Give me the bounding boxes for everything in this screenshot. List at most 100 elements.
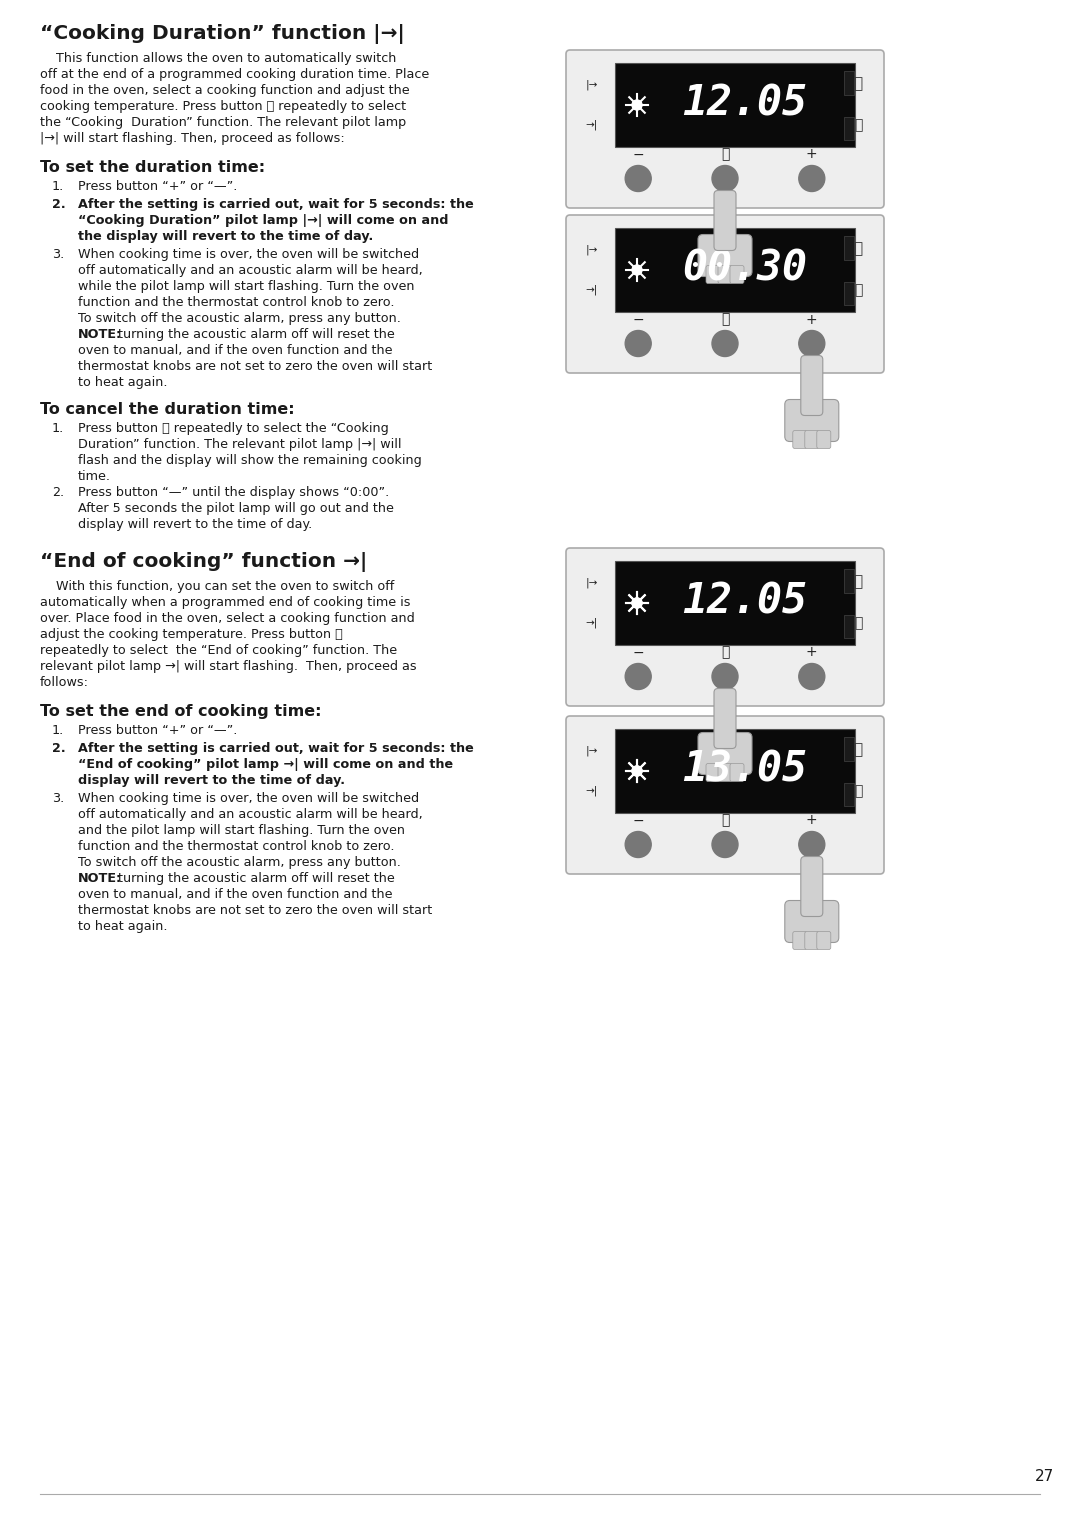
Text: To set the duration time:: To set the duration time: bbox=[40, 159, 265, 175]
Text: 27: 27 bbox=[1036, 1469, 1055, 1485]
FancyBboxPatch shape bbox=[793, 931, 807, 950]
FancyBboxPatch shape bbox=[793, 430, 807, 449]
Text: ⧖: ⧖ bbox=[853, 741, 863, 757]
Bar bbox=[615, 729, 855, 813]
Text: thermostat knobs are not set to zero the oven will start: thermostat knobs are not set to zero the… bbox=[78, 360, 432, 372]
Text: 3.: 3. bbox=[52, 248, 64, 260]
FancyBboxPatch shape bbox=[566, 51, 885, 208]
Bar bbox=[843, 72, 854, 95]
FancyBboxPatch shape bbox=[800, 355, 823, 415]
Text: After 5 seconds the pilot lamp will go out and the: After 5 seconds the pilot lamp will go o… bbox=[78, 502, 394, 515]
Text: turning the acoustic alarm off will reset the: turning the acoustic alarm off will rese… bbox=[114, 328, 395, 342]
Circle shape bbox=[632, 100, 642, 110]
Text: to heat again.: to heat again. bbox=[78, 375, 167, 389]
Text: +: + bbox=[806, 645, 818, 659]
Text: follows:: follows: bbox=[40, 676, 89, 689]
FancyBboxPatch shape bbox=[785, 400, 839, 441]
Text: ⓡ: ⓡ bbox=[720, 813, 729, 827]
Text: ⏰: ⏰ bbox=[854, 784, 862, 798]
Text: function and the thermostat control knob to zero.: function and the thermostat control knob… bbox=[78, 840, 394, 853]
Text: cooking temperature. Press button ⓡ repeatedly to select: cooking temperature. Press button ⓡ repe… bbox=[40, 100, 406, 113]
Text: 13.05: 13.05 bbox=[683, 748, 807, 791]
Text: relevant pilot lamp →| will start flashing.  Then, proceed as: relevant pilot lamp →| will start flashi… bbox=[40, 660, 417, 673]
Text: thermostat knobs are not set to zero the oven will start: thermostat knobs are not set to zero the… bbox=[78, 904, 432, 918]
Circle shape bbox=[632, 265, 642, 276]
Text: Press button ⓡ repeatedly to select the “Cooking: Press button ⓡ repeatedly to select the … bbox=[78, 421, 389, 435]
Circle shape bbox=[625, 663, 651, 689]
Text: “Cooking Duration” pilot lamp |→| will come on and: “Cooking Duration” pilot lamp |→| will c… bbox=[78, 214, 448, 227]
Text: flash and the display will show the remaining cooking: flash and the display will show the rema… bbox=[78, 453, 422, 467]
Text: 00.30: 00.30 bbox=[683, 247, 807, 290]
Text: the display will revert to the time of day.: the display will revert to the time of d… bbox=[78, 230, 374, 244]
Text: adjust the cooking temperature. Press button ⓡ: adjust the cooking temperature. Press bu… bbox=[40, 628, 342, 640]
Bar bbox=[843, 614, 854, 639]
Text: off automatically and an acoustic alarm will be heard,: off automatically and an acoustic alarm … bbox=[78, 807, 422, 821]
Circle shape bbox=[712, 663, 738, 689]
Text: →|: →| bbox=[585, 285, 598, 296]
Bar bbox=[615, 63, 855, 147]
FancyBboxPatch shape bbox=[714, 190, 735, 251]
Text: Press button “—” until the display shows “0:00”.: Press button “—” until the display shows… bbox=[78, 486, 389, 499]
Bar bbox=[843, 116, 854, 141]
Text: to heat again.: to heat again. bbox=[78, 921, 167, 933]
Circle shape bbox=[632, 597, 642, 608]
Text: −: − bbox=[633, 147, 644, 161]
Text: +: + bbox=[806, 313, 818, 326]
Text: off at the end of a programmed cooking duration time. Place: off at the end of a programmed cooking d… bbox=[40, 67, 429, 81]
Text: ⓡ: ⓡ bbox=[720, 645, 729, 659]
Circle shape bbox=[625, 331, 651, 357]
Text: |→: |→ bbox=[585, 578, 598, 588]
Text: |→| will start flashing. Then, proceed as follows:: |→| will start flashing. Then, proceed a… bbox=[40, 132, 345, 146]
Text: ⧖: ⧖ bbox=[853, 573, 863, 588]
Text: display will revert to the time of day.: display will revert to the time of day. bbox=[78, 518, 312, 532]
Text: 12.05: 12.05 bbox=[683, 581, 807, 622]
FancyBboxPatch shape bbox=[718, 763, 732, 781]
Text: ⓡ: ⓡ bbox=[720, 313, 729, 326]
FancyBboxPatch shape bbox=[730, 265, 744, 283]
FancyBboxPatch shape bbox=[730, 763, 744, 781]
Text: ⏰: ⏰ bbox=[854, 118, 862, 132]
Text: 12.05: 12.05 bbox=[683, 83, 807, 124]
Text: “End of cooking” pilot lamp →| will come on and the: “End of cooking” pilot lamp →| will come… bbox=[78, 758, 454, 771]
Text: When cooking time is over, the oven will be switched: When cooking time is over, the oven will… bbox=[78, 792, 419, 804]
Text: With this function, you can set the oven to switch off: With this function, you can set the oven… bbox=[40, 581, 394, 593]
Text: function and the thermostat control knob to zero.: function and the thermostat control knob… bbox=[78, 296, 394, 309]
Text: turning the acoustic alarm off will reset the: turning the acoustic alarm off will rese… bbox=[114, 872, 395, 885]
Text: 1.: 1. bbox=[52, 421, 64, 435]
Bar bbox=[843, 236, 854, 260]
Bar bbox=[615, 561, 855, 645]
Text: Duration” function. The relevant pilot lamp |→| will: Duration” function. The relevant pilot l… bbox=[78, 438, 402, 450]
Text: 1.: 1. bbox=[52, 179, 64, 193]
Text: 3.: 3. bbox=[52, 792, 64, 804]
Text: while the pilot lamp will start flashing. Turn the oven: while the pilot lamp will start flashing… bbox=[78, 280, 415, 293]
FancyBboxPatch shape bbox=[816, 430, 831, 449]
FancyBboxPatch shape bbox=[566, 548, 885, 706]
Circle shape bbox=[712, 832, 738, 858]
Bar bbox=[843, 783, 854, 806]
FancyBboxPatch shape bbox=[566, 715, 885, 873]
Text: “Cooking Duration” function |→|: “Cooking Duration” function |→| bbox=[40, 25, 405, 44]
Text: 2.: 2. bbox=[52, 486, 64, 499]
FancyBboxPatch shape bbox=[706, 763, 720, 781]
Text: 2.: 2. bbox=[52, 198, 66, 211]
Text: automatically when a programmed end of cooking time is: automatically when a programmed end of c… bbox=[40, 596, 410, 610]
Text: ⧖: ⧖ bbox=[853, 241, 863, 256]
FancyBboxPatch shape bbox=[698, 234, 752, 276]
Text: |→: |→ bbox=[585, 80, 598, 90]
Text: →|: →| bbox=[585, 617, 598, 628]
Bar bbox=[843, 282, 854, 305]
Text: →|: →| bbox=[585, 786, 598, 797]
Text: ⏰: ⏰ bbox=[854, 616, 862, 630]
Text: −: − bbox=[633, 645, 644, 659]
Text: NOTE:: NOTE: bbox=[78, 872, 122, 885]
Text: To cancel the duration time:: To cancel the duration time: bbox=[40, 401, 295, 417]
Text: After the setting is carried out, wait for 5 seconds: the: After the setting is carried out, wait f… bbox=[78, 741, 474, 755]
Text: repeatedly to select  the “End of cooking” function. The: repeatedly to select the “End of cooking… bbox=[40, 643, 397, 657]
Text: oven to manual, and if the oven function and the: oven to manual, and if the oven function… bbox=[78, 889, 392, 901]
FancyBboxPatch shape bbox=[816, 931, 831, 950]
FancyBboxPatch shape bbox=[714, 688, 735, 749]
Text: Press button “+” or “—”.: Press button “+” or “—”. bbox=[78, 179, 238, 193]
FancyBboxPatch shape bbox=[566, 214, 885, 372]
Text: |→: |→ bbox=[585, 746, 598, 757]
Text: To switch off the acoustic alarm, press any button.: To switch off the acoustic alarm, press … bbox=[78, 856, 401, 869]
